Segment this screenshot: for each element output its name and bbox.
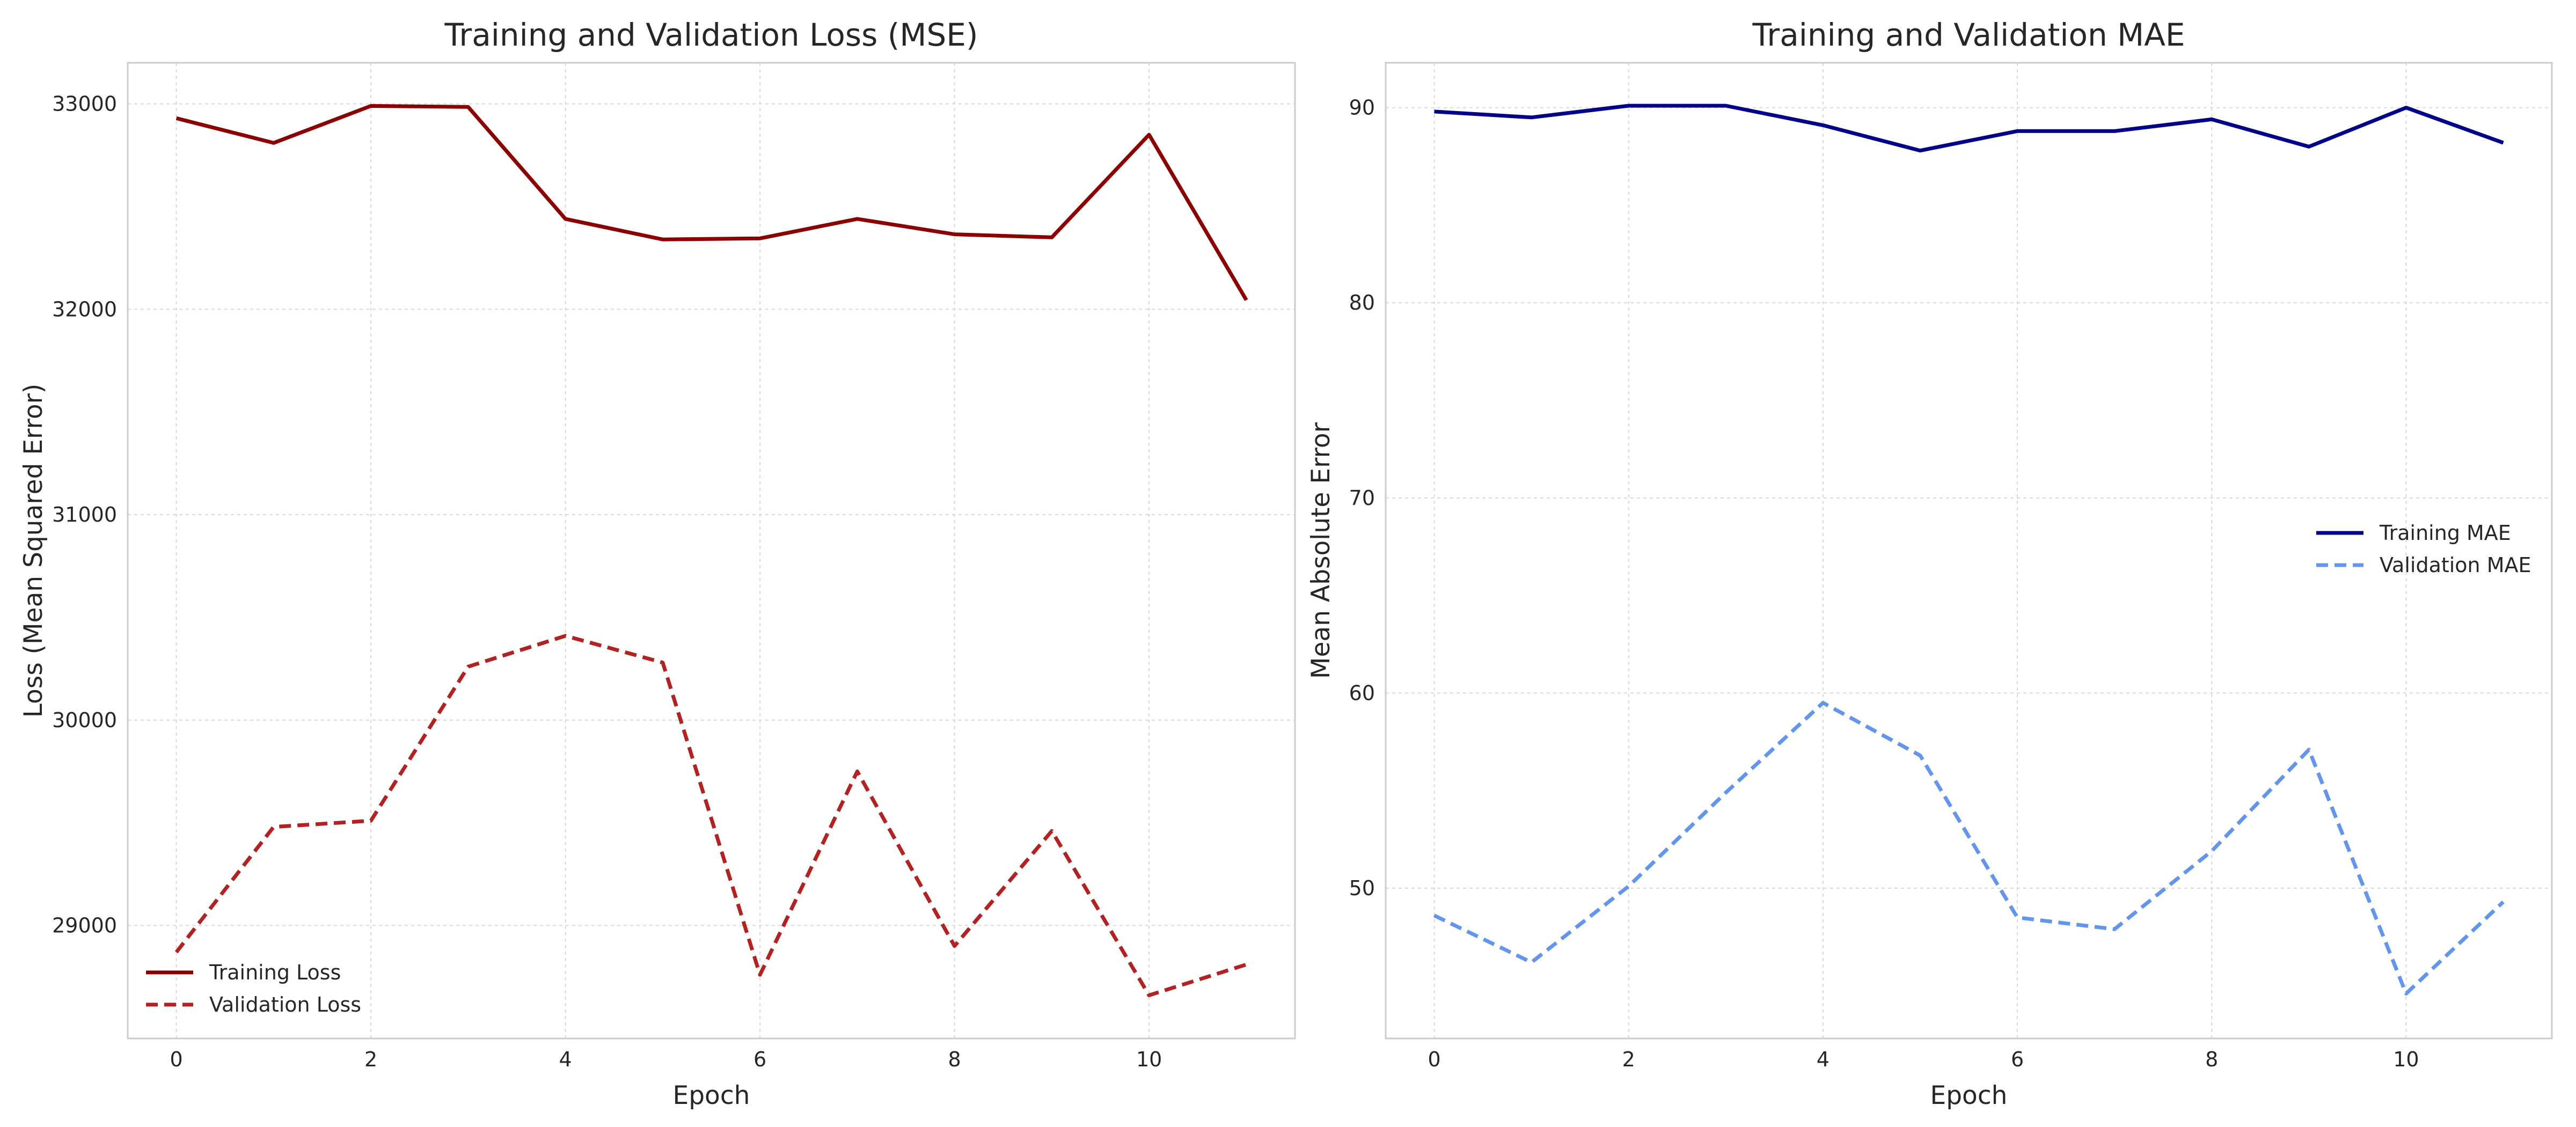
x-tick-label: 10	[1136, 1048, 1162, 1071]
x-axis-label: Epoch	[1930, 1081, 2008, 1110]
legend-label: Training Loss	[209, 961, 341, 984]
series-line-0	[175, 104, 1248, 301]
y-tick-label: 29000	[52, 913, 117, 937]
plot-frame	[1385, 62, 2553, 1040]
chart-title: Training and Validation Loss (MSE)	[444, 17, 978, 53]
chart-title: Training and Validation MAE	[1752, 17, 2185, 53]
legend-label: Training MAE	[2379, 521, 2511, 545]
y-tick-label: 90	[1349, 96, 1375, 120]
y-tick-label: 80	[1349, 291, 1375, 314]
mae-chart-panel: 0 2 4 6 8 10 50 60 70 80 90 Training and Validation…	[1306, 17, 2553, 1110]
y-tick-label: 30000	[52, 708, 117, 732]
x-axis-label: Epoch	[673, 1081, 750, 1110]
x-tick-label: 2	[1622, 1048, 1635, 1071]
plot-frame	[127, 62, 1296, 1040]
y-tick-label: 31000	[52, 503, 117, 526]
series-line-0	[1434, 104, 2504, 153]
y-tick-label: 50	[1349, 876, 1375, 900]
series-line-1	[174, 634, 1247, 998]
x-tick-label: 6	[753, 1048, 766, 1071]
x-tick-label: 8	[948, 1048, 961, 1071]
x-tick-label: 8	[2205, 1048, 2218, 1071]
y-tick-label: 33000	[52, 92, 117, 116]
y-axis-label: Mean Absolute Error	[1306, 422, 1336, 679]
legend-label: Validation MAE	[2380, 553, 2531, 577]
x-tick-label: 2	[364, 1048, 377, 1071]
legend-label: Validation Loss	[209, 993, 361, 1016]
loss-chart-panel: 0 2 4 6 8 10 29000 30000 31000 32000 33000 Training…	[19, 17, 1296, 1110]
x-tick-label: 10	[2393, 1048, 2419, 1071]
x-tick-label: 6	[2011, 1048, 2024, 1071]
y-tick-label: 32000	[52, 297, 117, 321]
y-tick-label: 60	[1349, 681, 1375, 705]
y-axis-label: Loss (Mean Squared Error)	[19, 384, 48, 718]
series-line-1	[1433, 701, 2505, 996]
x-tick-label: 4	[559, 1048, 572, 1071]
x-tick-label: 0	[170, 1048, 183, 1071]
y-tick-label: 70	[1349, 486, 1375, 510]
x-tick-label: 0	[1428, 1048, 1440, 1071]
x-tick-label: 4	[1817, 1048, 1829, 1071]
